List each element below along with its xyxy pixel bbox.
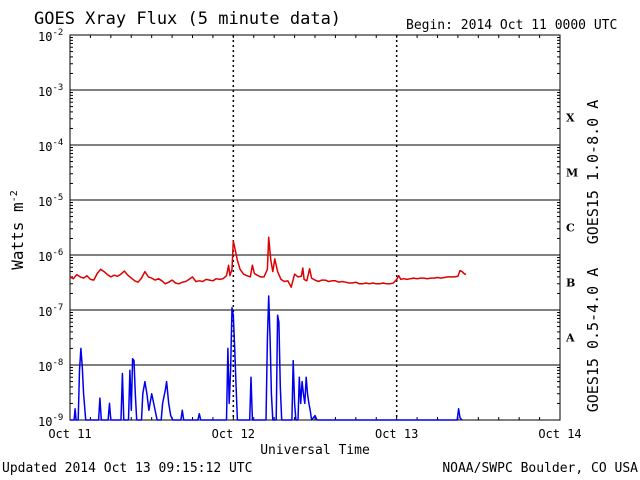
x-tick-label: Oct 14: [538, 427, 581, 441]
series-short-wave-line: [70, 295, 463, 421]
y-tick-label: 10-2: [38, 28, 63, 44]
y-tick-label: 10-9: [38, 413, 63, 429]
begin-time-label: Begin: 2014 Oct 11 0000 UTC: [406, 18, 617, 33]
x-axis-label: Universal Time: [260, 443, 370, 458]
legend-long-label: GOES15 1.0-8.0 A: [584, 100, 602, 245]
flare-class-c: C: [566, 222, 575, 235]
flare-class-m: M: [566, 167, 578, 180]
legend-long-wave: GOES15 1.0-8.0 A: [584, 100, 602, 245]
y-tick-label: 10-5: [38, 193, 63, 209]
y-axis-label-exponent: -2: [9, 190, 20, 202]
y-axis-ticks: 10-9 10-8 10-7 10-6 10-5 10-4 10-3 10-2: [38, 28, 560, 429]
x-tick-label: Oct 13: [375, 427, 418, 441]
x-tick-label: Oct 11: [48, 427, 91, 441]
flare-class-a: A: [565, 332, 575, 345]
grid-lines: [70, 35, 560, 420]
svg-text:Watts m-2: Watts m-2: [8, 190, 27, 269]
plot-frame: [69, 34, 561, 421]
legend-short-label: GOES15 0.5-4.0 A: [584, 268, 602, 413]
y-tick-label: 10-7: [38, 303, 63, 319]
data-series: [69, 236, 467, 421]
legend-short-wave: GOES15 0.5-4.0 A: [584, 268, 602, 413]
series-long-wave-line: [69, 236, 467, 288]
x-axis-ticks: Oct 11 Oct 12 Oct 13 Oct 14: [48, 35, 582, 441]
y-tick-label: 10-8: [38, 358, 63, 374]
y-tick-label: 10-3: [38, 83, 63, 99]
y-tick-label: 10-6: [38, 248, 63, 264]
y-axis-label: Watts m-2: [8, 190, 27, 269]
x-tick-label: Oct 12: [212, 427, 255, 441]
flare-class-b: B: [566, 277, 575, 290]
flare-class-x: X: [566, 112, 575, 125]
chart-title: GOES Xray Flux (5 minute data): [34, 9, 341, 29]
y-axis-label-text: Watts m: [8, 202, 27, 269]
updated-timestamp: Updated 2014 Oct 13 09:15:12 UTC: [2, 461, 252, 476]
credit-label: NOAA/SWPC Boulder, CO USA: [442, 461, 638, 476]
flare-class-labels: X M C B A: [565, 112, 578, 345]
y-tick-label: 10-4: [38, 138, 63, 154]
